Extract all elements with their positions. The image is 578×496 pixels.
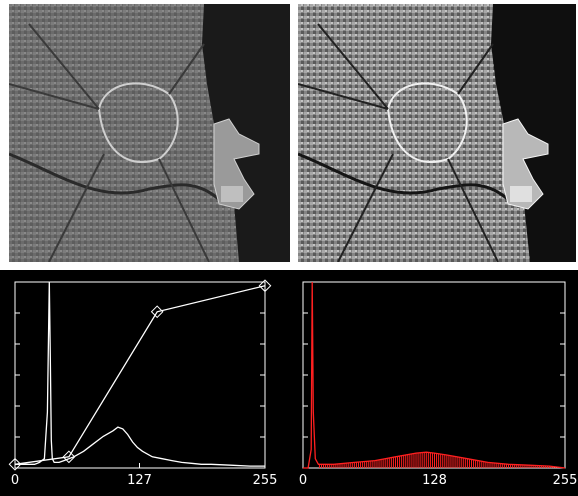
x-tick-label: 127 <box>127 473 152 488</box>
plot-background <box>288 270 578 496</box>
curve-control-point[interactable] <box>150 305 164 319</box>
histogram-transfer-plot: 0 127 255 <box>0 270 290 496</box>
x-tick-label: 255 <box>253 473 278 488</box>
x-tick-label: 255 <box>553 473 578 488</box>
transfer-curve <box>14 285 266 465</box>
curve-control-point[interactable] <box>8 457 22 471</box>
x-tick-label: 0 <box>299 473 307 488</box>
curve-control-point[interactable] <box>258 279 272 293</box>
curve-control-point[interactable] <box>62 450 76 464</box>
x-tick-label: 0 <box>11 473 19 488</box>
satellite-image-enhanced <box>298 4 576 262</box>
x-tick-label: 128 <box>422 473 447 488</box>
equalized-histogram-plot: 0 128 255 <box>288 270 578 496</box>
plot-background <box>0 270 290 496</box>
satellite-image-original <box>9 4 290 262</box>
histogram-line-red <box>303 281 566 469</box>
histogram-line <box>15 281 265 467</box>
